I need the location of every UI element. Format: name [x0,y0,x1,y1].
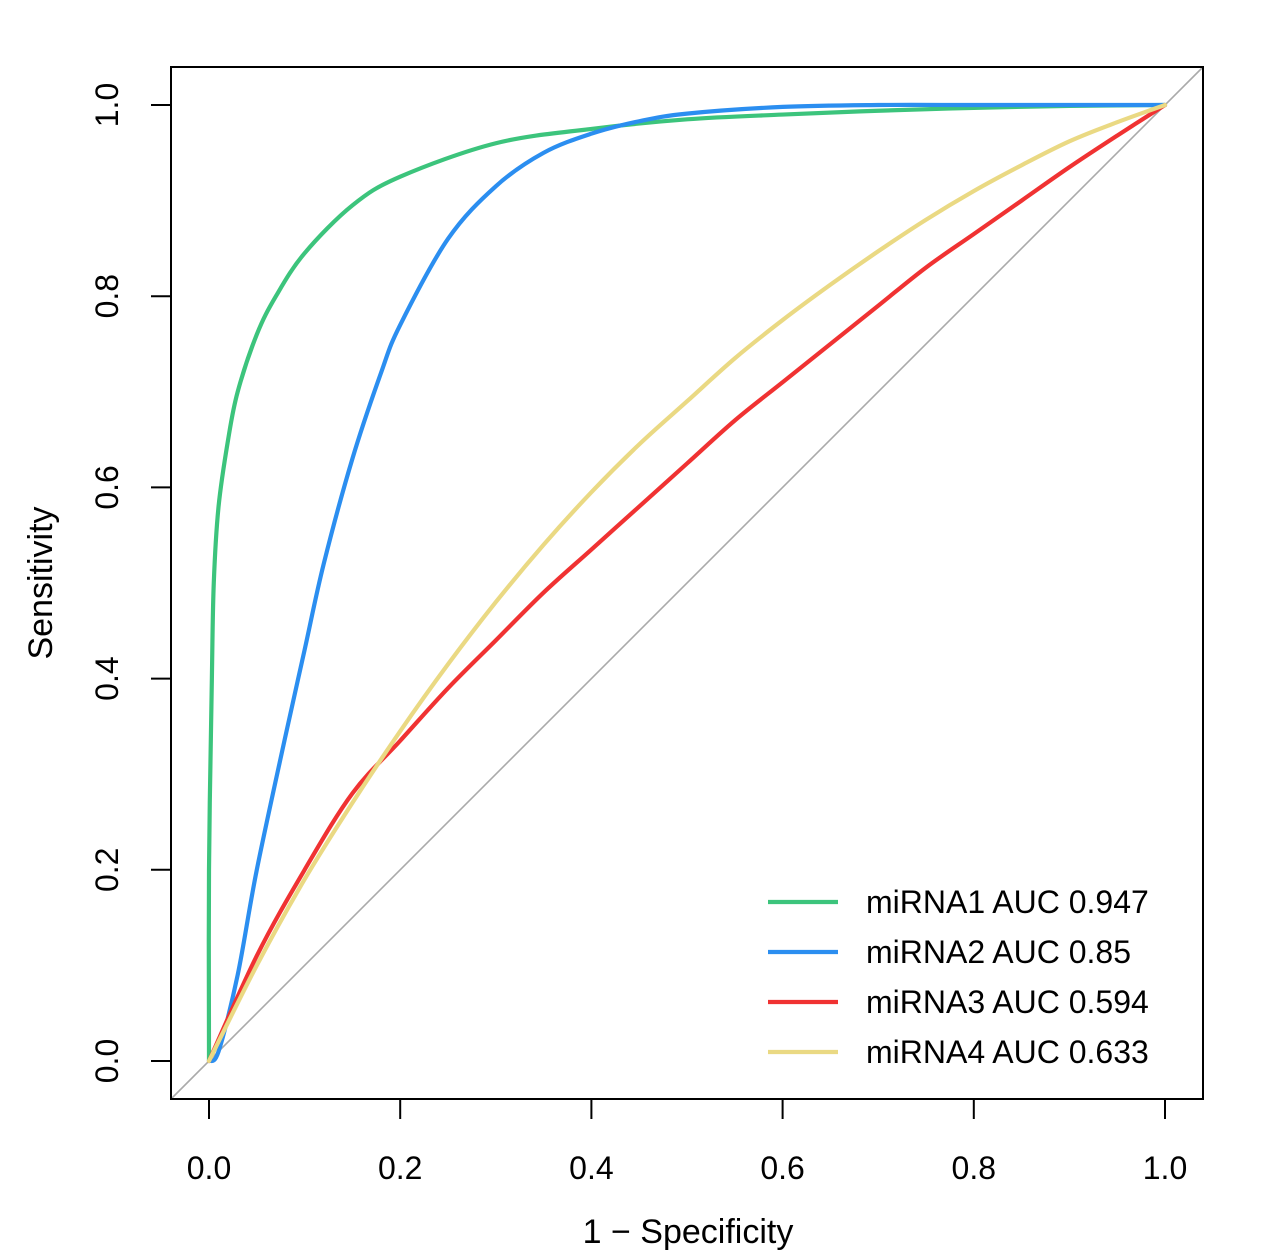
roc-curve-miRNA4 [206,102,1168,1064]
x-tick-label: 0.0 [187,1150,231,1186]
x-axis: 0.0 0.2 0.4 0.6 0.8 1.0 [187,1098,1187,1186]
x-axis-label: 1 − Specificity [583,1213,794,1251]
y-tick-label: 0.2 [89,848,125,892]
y-tick-label: 0.0 [89,1039,125,1083]
x-tick-label: 1.0 [1143,1150,1187,1186]
y-axis-label: Sensitivity [22,506,60,659]
x-tick-label: 0.2 [378,1150,422,1186]
roc-curve-miRNA3 [206,102,1168,1064]
y-tick-label: 1.0 [89,83,125,127]
x-tick-label: 0.4 [569,1150,613,1186]
legend-label-miRNA3: miRNA3 AUC 0.594 [866,984,1149,1020]
roc-curve-miRNA2 [206,102,1168,1064]
y-tick-label: 0.6 [89,465,125,509]
y-tick-label: 0.4 [89,656,125,700]
reference-diagonal-layer [170,66,1204,1100]
roc-curves [206,102,1168,1064]
roc-curve-miRNA1 [206,102,1168,1064]
x-tick-label: 0.6 [760,1150,804,1186]
y-tick-label: 0.8 [89,274,125,318]
x-tick-label: 0.8 [952,1150,996,1186]
legend: miRNA1 AUC 0.947 miRNA2 AUC 0.85 miRNA3 AU… [768,884,1149,1070]
y-axis: 0.0 0.2 0.4 0.6 0.8 1.0 [89,83,172,1083]
legend-label-miRNA4: miRNA4 AUC 0.633 [866,1034,1149,1070]
legend-label-miRNA2: miRNA2 AUC 0.85 [866,934,1131,970]
legend-label-miRNA1: miRNA1 AUC 0.947 [866,884,1149,920]
reference-diagonal [170,66,1204,1100]
